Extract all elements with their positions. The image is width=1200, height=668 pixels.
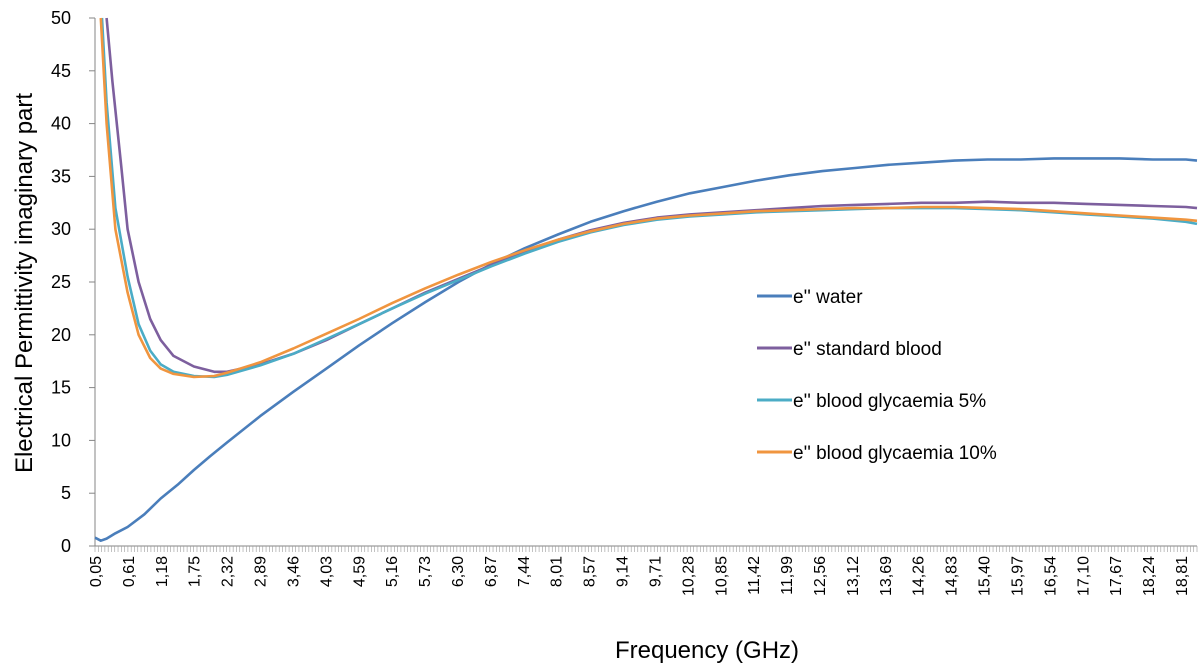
x-tick-label: 17,67 (1108, 556, 1125, 596)
x-tick-label: 10,85 (713, 556, 730, 596)
x-tick-label: 15,40 (977, 556, 994, 596)
x-axis-title: Frequency (GHz) (615, 637, 799, 664)
x-axis: 0,05 0,61 1,18 1,75 2,32 2,89 3,46 4,03 4,59 5,16… (88, 545, 1198, 596)
x-tick-label: 13,12 (845, 556, 862, 596)
plot-lines (94, 17, 1198, 543)
x-tick-label: 9,71 (647, 556, 664, 587)
y-tick-label: 45 (51, 61, 71, 81)
x-tick-label: 5,73 (417, 556, 434, 587)
legend-label: e'' water (793, 287, 863, 308)
legend-label: e'' blood glycaemia 5% (793, 391, 986, 412)
legend-label: e'' standard blood (793, 339, 942, 360)
series-line-1 (105, 17, 1198, 374)
y-tick-label: 50 (51, 8, 71, 28)
x-tick-label: 4,59 (351, 556, 368, 587)
x-tick-label: 2,32 (220, 556, 237, 587)
y-tick-label: 5 (61, 483, 71, 503)
x-tick-label: 6,30 (450, 556, 467, 587)
y-tick-label: 15 (51, 378, 71, 398)
x-tick-label: 11,42 (746, 556, 763, 595)
legend-label: e'' blood glycaemia 10% (793, 443, 997, 464)
y-tick-label: 10 (51, 430, 71, 450)
x-tick-label: 3,46 (285, 556, 302, 587)
x-tick-label: 14,83 (944, 556, 961, 596)
x-tick-label: 9,14 (615, 556, 632, 587)
series-line-2 (100, 17, 1198, 379)
y-tick-label: 0 (61, 536, 71, 556)
x-tick-label: 12,56 (812, 556, 829, 596)
x-minor-ticks (94, 546, 1198, 552)
x-tick-label: 13,69 (878, 556, 895, 596)
y-tick-label: 20 (51, 325, 71, 345)
x-tick-label: 4,03 (318, 556, 335, 587)
x-tick-label: 16,54 (1042, 556, 1059, 596)
y-tick-label: 40 (51, 114, 71, 134)
y-axis: 0 5 10 15 20 25 30 35 40 45 50 (51, 8, 96, 556)
series-line-0 (94, 157, 1198, 543)
x-tick-label: 18,24 (1141, 556, 1158, 596)
x-tick-label: 18,81 (1174, 556, 1191, 596)
x-tick-label: 7,44 (516, 556, 533, 587)
x-tick-label: 11,99 (779, 556, 796, 595)
x-tick-label: 8,01 (549, 556, 566, 587)
legend: e'' water e'' standard blood e'' blood gly… (757, 287, 997, 464)
x-tick-label: 5,16 (384, 556, 401, 587)
x-tick-label: 6,87 (483, 556, 500, 587)
x-tick-label: 17,10 (1075, 556, 1092, 596)
x-tick-label: 14,26 (911, 556, 928, 596)
y-tick-label: 30 (51, 219, 71, 239)
y-tick-label: 35 (51, 166, 71, 186)
x-tick-label: 2,89 (253, 556, 270, 587)
y-axis-title: Electrical Permittivity imaginary part (11, 93, 38, 473)
x-tick-label: 1,75 (187, 556, 204, 587)
x-tick-label: 0,61 (121, 556, 138, 587)
x-tick-label: 1,18 (154, 556, 171, 587)
x-tick-label: 10,28 (680, 556, 697, 596)
x-tick-label: 0,05 (88, 556, 105, 587)
y-tick-label: 25 (51, 272, 71, 292)
x-tick-label: 15,97 (1009, 556, 1026, 596)
series-line-3 (99, 17, 1198, 379)
x-tick-label: 8,57 (582, 556, 599, 587)
